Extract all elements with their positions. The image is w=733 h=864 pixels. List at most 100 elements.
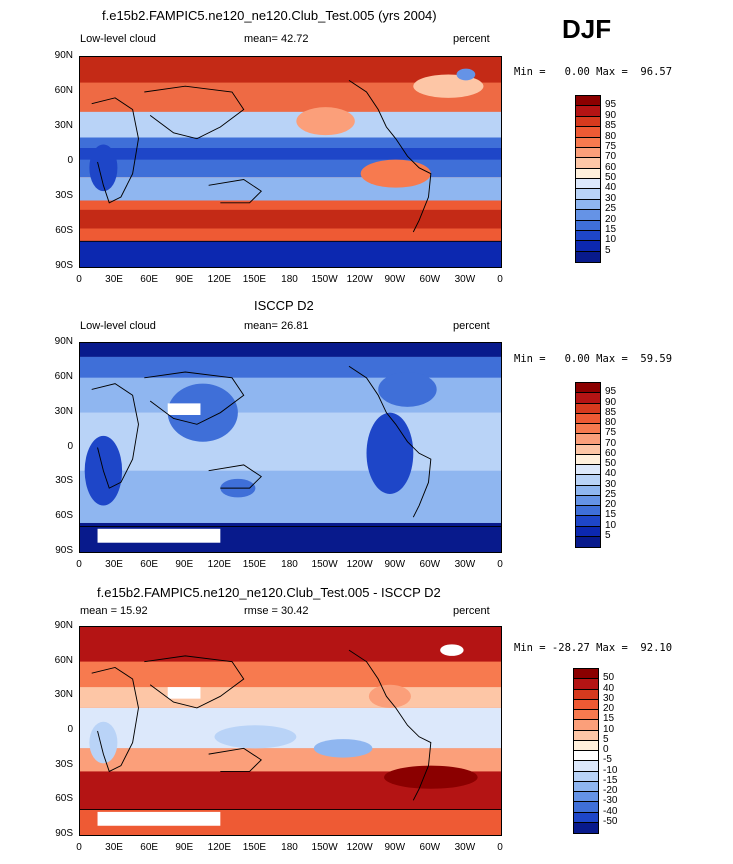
panel1-colorbar-swatch <box>576 199 600 211</box>
panel2-lon-tick: 30E <box>105 559 123 570</box>
panel3-colorbar-label: -10 <box>603 764 618 776</box>
panel2-colorbar-swatch <box>576 495 600 506</box>
panel3-lon-tick: 150W <box>311 842 338 853</box>
panel1-lat-tick: 60N <box>54 85 73 96</box>
panel3-lon-tick: 30E <box>105 842 123 853</box>
panel3-colorbar-label: -50 <box>603 815 618 827</box>
panel3-colorbar-label: 30 <box>603 692 615 704</box>
panel2-colorbar-swatch <box>576 536 600 547</box>
panel2-americas-outline <box>348 365 432 518</box>
panel3-mean-label: mean = 15.92 <box>80 605 148 617</box>
panel3-colorbar-label: -5 <box>603 754 612 766</box>
panel1-lat-tick: 30S <box>55 190 73 201</box>
panel1-colorbar-label: 75 <box>605 140 617 152</box>
panel3-colorbar-label: 10 <box>603 723 615 735</box>
panel3-colorbar-swatch <box>574 771 598 782</box>
panel3-colorbar-swatch <box>574 761 598 772</box>
panel1-lon-tick: 60E <box>140 274 159 285</box>
panel3-colorbar-swatch <box>574 740 598 751</box>
panel1-lon-tick: 180 <box>281 274 298 285</box>
panel2-colorbar-label: 80 <box>605 417 617 428</box>
panel1-mean-label: mean= 42.72 <box>244 33 309 45</box>
panel2-colorbar-label: 25 <box>605 488 617 500</box>
panel2-australia-outline <box>208 464 262 489</box>
panel2-colorbar-swatch <box>576 424 600 435</box>
panel1-colorbar-label: 10 <box>605 234 617 246</box>
panel1-americas-outline <box>348 79 432 233</box>
panel3-colorbar-label: -30 <box>603 795 618 807</box>
panel1-colorbar-swatch <box>576 241 600 252</box>
panel3-lon-tick: 60E <box>140 842 159 853</box>
panel3-lat-tick: 90N <box>54 620 73 631</box>
panel2-colorbar-label: 50 <box>605 458 617 469</box>
panel1-colorbar-label: 95 <box>605 99 617 111</box>
panel3-colorbar-swatch <box>574 689 598 700</box>
panel2-colorbar-label: 75 <box>605 427 617 439</box>
panel1-title: f.e15b2.FAMPIC5.ne120_ne120.Club_Test.00… <box>102 8 437 23</box>
panel3-colorbar-swatch <box>574 792 598 803</box>
panel2-colorbar-swatch <box>576 516 600 527</box>
panel3-lon-tick: 120E <box>207 842 232 853</box>
panel1-colorbar-label: 70 <box>605 151 617 163</box>
panel2-colorbar-swatch <box>576 403 600 414</box>
panel3-colorbar-label: 15 <box>603 713 615 725</box>
panel3-colorbar-swatch <box>574 751 598 762</box>
panel2-field-label: Low-level cloud <box>80 320 156 332</box>
panel2-lat-tick: 30S <box>55 475 73 487</box>
panel3-colorbar-swatch <box>574 720 598 731</box>
panel1-units-label: percent <box>453 33 490 45</box>
panel1-colorbar <box>575 95 601 263</box>
panel1-lat-tick: 30N <box>54 120 73 131</box>
panel3-colorbar-swatch <box>574 710 598 721</box>
panel3-colorbar-label: 0 <box>603 744 609 755</box>
panel2-lon-tick: 90E <box>175 559 194 570</box>
panel3-colorbar-swatch <box>574 781 598 792</box>
panel1-colorbar-swatch <box>576 210 600 221</box>
panel2-colorbar-label: 10 <box>605 519 617 531</box>
panel3-africa-outline <box>91 666 139 773</box>
panel1-colorbar-swatch <box>576 127 600 138</box>
panel3-lon-tick: 90E <box>175 842 194 853</box>
panel3-lat-tick: 30S <box>55 758 73 770</box>
panel2-map-canvas <box>80 343 501 552</box>
panel3-lon-tick: 0 <box>497 842 503 853</box>
panel2-lon-tick: 120E <box>207 559 232 570</box>
panel2-colorbar-swatch <box>576 413 600 424</box>
panel2-colorbar-swatch <box>576 393 600 404</box>
panel2-colorbar <box>575 382 601 548</box>
panel1-lon-tick: 60W <box>419 274 441 285</box>
panel2-lon-tick: 0 <box>76 559 82 570</box>
panel3-lat-tick: 90S <box>55 828 73 839</box>
panel3-lat-tick: 60N <box>54 654 73 666</box>
panel1-lon-tick: 120W <box>346 274 373 285</box>
panel1-colorbar-label: 30 <box>605 192 617 204</box>
panel2-mean-label: mean= 26.81 <box>244 320 309 332</box>
panel2-colorbar-label: 30 <box>605 478 617 490</box>
panel2-colorbar-label: 15 <box>605 509 617 521</box>
panel2-lon-tick: 90W <box>384 559 406 570</box>
panel2-lon-tick: 150E <box>242 559 267 570</box>
panel2-colorbar-swatch <box>576 465 600 476</box>
panel1-map <box>79 56 502 268</box>
panel1-lon-tick: 150E <box>242 274 267 285</box>
panel3-colorbar-swatch <box>574 669 598 680</box>
panel3-lon-tick: 90W <box>384 842 406 853</box>
panel1-colorbar-swatch <box>576 96 600 107</box>
panel3-colorbar-label: -40 <box>603 805 618 817</box>
panel1-colorbar-swatch <box>576 251 600 262</box>
panel2-lon-tick: 0 <box>497 559 503 570</box>
panel2-lon-tick: 120W <box>346 559 373 570</box>
panel3-colorbar-swatch <box>574 822 598 833</box>
panel3-lat-tick: 60S <box>55 793 73 805</box>
panel3-colorbar-swatch <box>574 802 598 813</box>
panel3-map-canvas <box>80 627 501 835</box>
panel1-field-label: Low-level cloud <box>80 33 156 45</box>
panel3-colorbar-label: 20 <box>603 703 615 714</box>
panel2-colorbar-label: 60 <box>605 447 617 459</box>
panel2-lat-tick: 90S <box>55 545 73 556</box>
panel3-colorbar <box>573 668 599 834</box>
panel3-colorbar-label: -20 <box>603 785 618 796</box>
panel1-colorbar-swatch <box>576 220 600 231</box>
panel2-eurasia-outline <box>144 371 245 425</box>
panel3-stats: Min = -28.27 Max = 92.10 <box>514 642 673 654</box>
